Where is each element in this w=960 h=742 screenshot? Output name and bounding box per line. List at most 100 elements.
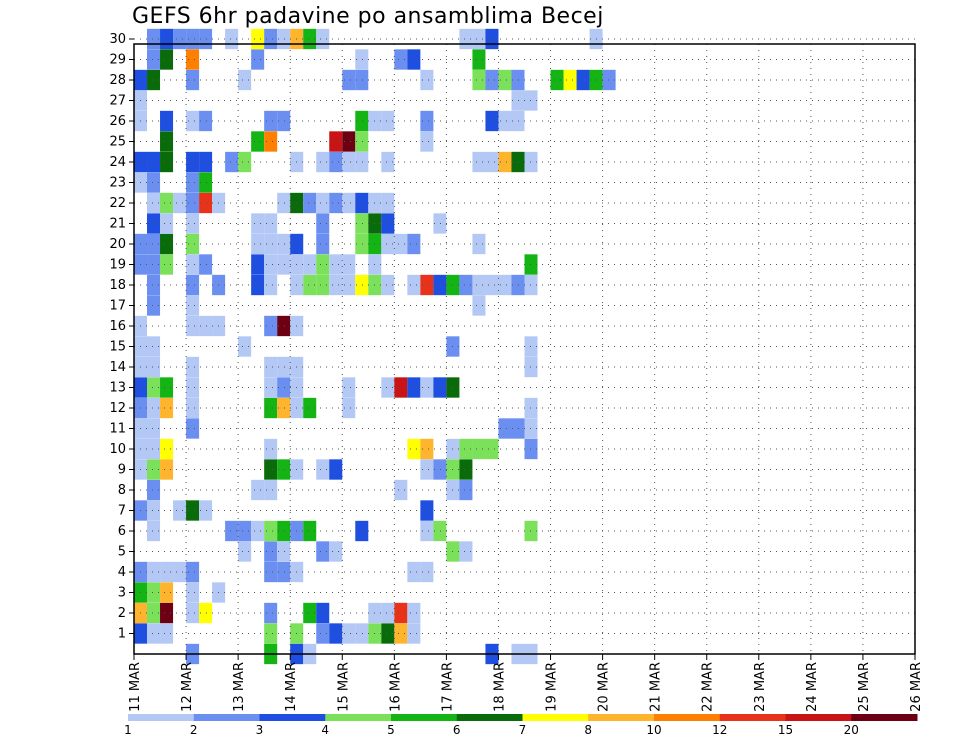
heatmap-cell (420, 500, 434, 521)
heatmap-cell (433, 377, 447, 398)
heatmap-cell (199, 602, 213, 624)
heatmap-cell (355, 151, 369, 173)
heatmap-cell (264, 377, 278, 398)
x-tick-label: 26 MAR (909, 662, 924, 712)
heatmap-cell (316, 274, 330, 296)
heatmap-cell (264, 213, 278, 234)
y-tick-label: 11 (109, 422, 126, 437)
heatmap-cell (511, 151, 525, 173)
heatmap-cell (147, 69, 161, 91)
heatmap-cell (316, 213, 330, 234)
heatmap-cell (225, 151, 239, 173)
heatmap-cell (459, 541, 473, 562)
heatmap-cell (511, 418, 525, 439)
heatmap-cell (160, 561, 174, 583)
heatmap-cell (147, 459, 161, 480)
heatmap-cell (147, 213, 161, 234)
heatmap-cell (472, 69, 486, 91)
heatmap-cell (355, 131, 369, 152)
heatmap-cell (186, 110, 200, 132)
heatmap-cell (407, 274, 421, 296)
heatmap-cell (355, 623, 369, 644)
heatmap-cell (511, 90, 525, 111)
heatmap-cell (160, 397, 174, 419)
heatmap-cell (433, 213, 447, 234)
heatmap-cell (173, 192, 187, 214)
heatmap-cell (355, 520, 369, 542)
heatmap-cell (316, 459, 330, 480)
y-tick-label: 22 (109, 196, 126, 211)
heatmap-cell (511, 69, 525, 91)
heatmap-cell (186, 418, 200, 439)
heatmap-cell (199, 28, 213, 50)
heatmap-cell (329, 541, 343, 562)
legend-label: 1 (124, 723, 132, 737)
heatmap-cell (264, 315, 278, 337)
heatmap-cell (394, 602, 408, 624)
heatmap-cell (407, 233, 421, 255)
heatmap-cell (264, 438, 278, 460)
heatmap-cell (238, 520, 252, 542)
heatmap-cell (264, 520, 278, 542)
heatmap-cell (160, 151, 174, 173)
heatmap-cell (264, 602, 278, 624)
heatmap-cell (238, 69, 252, 91)
heatmap-cell (511, 274, 525, 296)
x-tick-label: 23 MAR (753, 662, 768, 712)
heatmap-cell (524, 438, 538, 460)
heatmap-cell (316, 541, 330, 562)
legend-label: 8 (584, 723, 592, 737)
heatmap-cell (186, 561, 200, 583)
heatmap-cell (524, 520, 538, 542)
heatmap-cell (420, 69, 434, 91)
heatmap-cell (316, 192, 330, 214)
y-tick-label: 8 (118, 483, 126, 498)
heatmap-cell (186, 172, 200, 193)
heatmap-cell (329, 274, 343, 296)
heatmap-cell (277, 192, 291, 214)
heatmap-cell (472, 151, 486, 173)
heatmap-cell (277, 356, 291, 378)
heatmap-cell (316, 623, 330, 644)
heatmap-cell (186, 377, 200, 398)
legend-swatch (654, 714, 721, 721)
heatmap-cell (147, 295, 161, 316)
legend-label: 4 (321, 723, 329, 737)
y-tick-label: 10 (109, 442, 126, 457)
heatmap-cell (147, 438, 161, 460)
heatmap-cell (186, 192, 200, 214)
heatmap-cell (199, 254, 213, 275)
heatmap-cell (147, 356, 161, 378)
heatmap-cell (186, 397, 200, 419)
heatmap-cell (472, 295, 486, 316)
heatmap-cell (264, 479, 278, 501)
heatmap-cell (485, 438, 499, 460)
heatmap-cell (381, 623, 395, 644)
heatmap-cell (303, 602, 317, 624)
heatmap-cell (420, 377, 434, 398)
heatmap-cell (251, 254, 265, 275)
heatmap-cell (407, 561, 421, 583)
heatmap-cell (186, 49, 200, 70)
heatmap-cell (186, 602, 200, 624)
y-tick-label: 13 (109, 381, 126, 396)
heatmap-cell (186, 213, 200, 234)
heatmap-cell (524, 90, 538, 111)
heatmap-cell (602, 69, 616, 91)
heatmap-cell (342, 397, 356, 419)
heatmap-cell (147, 500, 161, 521)
heatmap-cell (277, 233, 291, 255)
y-tick-label: 17 (109, 299, 126, 314)
y-tick-label: 14 (109, 360, 126, 375)
heatmap-cell (264, 131, 278, 152)
y-tick-label: 15 (109, 340, 126, 355)
heatmap-cell (186, 500, 200, 521)
heatmap-cell (160, 28, 174, 50)
heatmap-cell (433, 459, 447, 480)
heatmap-cell (459, 459, 473, 480)
heatmap-cell (251, 479, 265, 501)
heatmap-cell (316, 233, 330, 255)
heatmap-cell (329, 131, 343, 152)
heatmap-cell (186, 315, 200, 337)
